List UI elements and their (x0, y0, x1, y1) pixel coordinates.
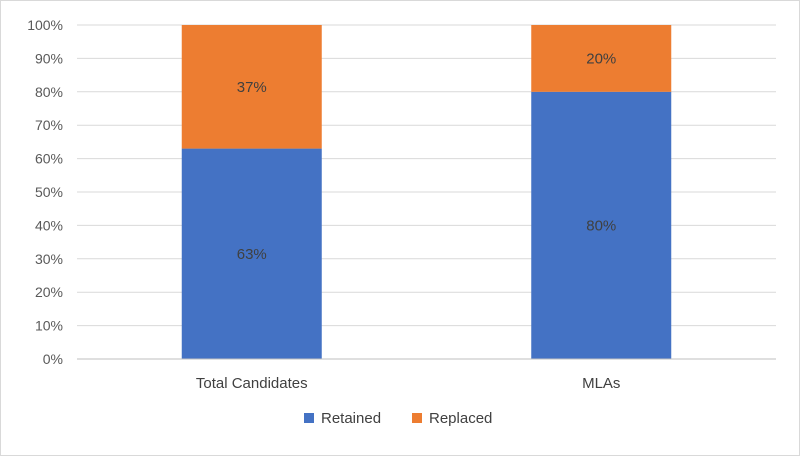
bar-retained-2 (531, 91, 672, 360)
data-label: 20% (586, 50, 616, 67)
bar-replaced-2 (531, 25, 672, 92)
x-category-label: MLAs (582, 375, 620, 392)
y-tick-label: 30% (35, 251, 63, 267)
y-tick-label: 40% (35, 217, 63, 233)
data-label: 37% (237, 79, 267, 96)
y-tick-label: 70% (35, 117, 63, 133)
x-category-label: Total Candidates (196, 375, 308, 392)
y-tick-label: 80% (35, 84, 63, 100)
y-tick-label: 50% (35, 184, 63, 200)
y-tick-label: 0% (43, 351, 63, 367)
y-tick-label: 10% (35, 318, 63, 334)
y-axis: 0% 10% 20% 30% 40% 50% 60% 70% 80% 90% 100% (27, 17, 63, 367)
legend: Retained Replaced (304, 410, 492, 427)
legend-label-replaced: Replaced (429, 410, 492, 427)
y-tick-label: 60% (35, 151, 63, 167)
legend-swatch-replaced (412, 413, 422, 423)
y-tick-label: 100% (27, 17, 63, 33)
bars: 63% 37% 80% 20% (181, 25, 672, 360)
legend-swatch-retained (304, 413, 314, 423)
y-tick-label: 90% (35, 50, 63, 66)
bar-replaced-1 (181, 25, 322, 149)
data-label: 63% (237, 246, 267, 263)
legend-label-retained: Retained (321, 410, 381, 427)
bar-retained-1 (181, 148, 322, 359)
x-axis: Total Candidates MLAs (77, 358, 776, 392)
data-label: 80% (586, 217, 616, 234)
y-tick-label: 20% (35, 284, 63, 300)
